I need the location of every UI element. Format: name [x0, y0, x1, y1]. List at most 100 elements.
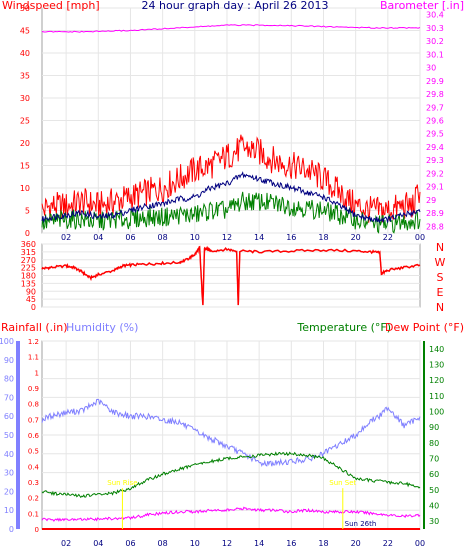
- rain-tick-label: 1.2: [28, 338, 39, 346]
- temp-x-tick-label: 06: [125, 539, 135, 548]
- temp-x-tick-label: 16: [286, 539, 296, 548]
- barometer-tick-label: 29.5: [426, 130, 444, 139]
- rain-tick-label: 0.1: [28, 510, 39, 518]
- temp-x-tick-label: 08: [158, 539, 168, 548]
- barometer-tick-label: 28.8: [426, 222, 444, 231]
- barometer-tick-label: 30.4: [426, 11, 444, 20]
- temperature-axis-label: Temperature (°F): [296, 321, 391, 334]
- temp-x-tick-label: 10: [190, 539, 200, 548]
- rain-tick-label: 0.6: [28, 432, 40, 440]
- wind-x-tick-label: 00: [415, 233, 425, 242]
- wind-series-average: [41, 171, 421, 224]
- barometer-tick-label: 30.1: [426, 50, 444, 59]
- humidity-tick-label: 20: [4, 487, 14, 496]
- temp-series-humidity: [41, 398, 421, 467]
- rain-tick-label: 0.5: [28, 448, 39, 456]
- barometer-tick-label: 29.8: [426, 90, 444, 99]
- wind-series: [41, 24, 421, 234]
- windspeed-tick-label: 10: [20, 184, 30, 193]
- temp-x-tick-label: 22: [383, 539, 393, 548]
- rain-tick-label: 0.3: [28, 479, 39, 487]
- wind-direction-line: [41, 245, 421, 306]
- dewpoint-axis-label: Dew Point (°F): [385, 321, 464, 334]
- temperature-tick-label: 70: [429, 455, 439, 464]
- humidity-tick-label: 10: [4, 506, 14, 515]
- wind-x-tick-label: 04: [93, 233, 103, 242]
- wind-grid: [42, 7, 421, 234]
- direction-tick-label: 90: [26, 287, 36, 296]
- windspeed-tick-label: 0: [25, 229, 30, 238]
- humidity-tick-label: 0: [9, 525, 14, 534]
- humidity-tick-label: 100: [0, 337, 14, 346]
- humidity-tick-label: 90: [4, 356, 14, 365]
- temp-series-temperature: [41, 451, 421, 499]
- temperature-tick-label: 50: [429, 486, 439, 495]
- direction-tick-label: 360: [21, 240, 36, 249]
- humidity-tick-label: 30: [4, 469, 14, 478]
- temp-x-tick-label: 00: [415, 539, 425, 548]
- windspeed-tick-label: 40: [20, 49, 30, 58]
- temp-series-dew_point: [41, 506, 421, 522]
- humidity-tick-label: 80: [4, 375, 14, 384]
- humidity-tick-label: 60: [4, 412, 14, 421]
- barometer-tick-label: 29.1: [426, 183, 444, 192]
- barometer-tick-label: 29.9: [426, 77, 444, 86]
- temperature-tick-label: 80: [429, 439, 439, 448]
- windspeed-tick-label: 25: [20, 117, 30, 126]
- temperature-tick-label: 110: [429, 392, 444, 401]
- sun-annotations: Sun Rise Sun Set Sun 26th: [107, 479, 376, 529]
- compass-label: E: [437, 286, 444, 299]
- barometer-tick-label: 29.2: [426, 169, 444, 178]
- windspeed-axis-label: Windspeed [mph]: [2, 0, 100, 12]
- graph-title: 24 hour graph day : April 26 2013: [142, 0, 329, 12]
- barometer-tick-label: 30: [426, 64, 436, 73]
- sun-annotation-label: Sun Set: [329, 479, 356, 487]
- direction-tick-label: 45: [26, 295, 36, 304]
- humidity-tick-label: 40: [4, 450, 14, 459]
- compass-label: N: [436, 301, 444, 314]
- rain-tick-label: 0.8: [28, 401, 39, 409]
- windspeed-tick-label: 50: [20, 4, 30, 13]
- humidity-tick-label: 50: [4, 431, 14, 440]
- compass-label: S: [437, 271, 444, 284]
- temp-humidity-panel: 0 0.1 0.2 0.3 0.4 0.5 0.6 0.7 0.8 0.9 1 1.1 1.2 0 10 2…: [0, 321, 464, 548]
- wind-x-tick-label: 22: [383, 233, 393, 242]
- barometer-axis-label: Barometer [.in]: [380, 0, 464, 12]
- temp-x-tick-label: 14: [254, 539, 264, 548]
- temp-x-tick-label: 20: [351, 539, 361, 548]
- windspeed-tick-label: 20: [20, 139, 30, 148]
- wind-x-tick-label: 02: [61, 233, 71, 242]
- barometer-tick-label: 29.4: [426, 143, 444, 152]
- temperature-tick-label: 30: [429, 517, 439, 526]
- temperature-tick-label: 40: [429, 502, 439, 511]
- wind-x-tick-label: 08: [158, 233, 168, 242]
- rain-tick-label: 0.9: [28, 385, 39, 393]
- barometer-tick-label: 29.6: [426, 117, 444, 126]
- barometer-tick-label: 29.7: [426, 103, 444, 112]
- rain-tick-label: 1: [35, 369, 39, 377]
- compass-label: W: [435, 256, 446, 269]
- windspeed-tick-label: 30: [20, 94, 30, 103]
- rain-tick-label: 0.2: [28, 495, 39, 503]
- rainfall-axis-label: Rainfall (.in): [1, 321, 68, 334]
- direction-tick-label: 315: [21, 248, 36, 257]
- barometer-right-ticks: 28.8 28.9 29 29.1 29.2 29.3 29.4 29.5 29.6 29.7 29…: [426, 11, 444, 232]
- wind-x-tick-label: 20: [351, 233, 361, 242]
- rain-tick-label: 0.7: [28, 416, 39, 424]
- direction-tick-label: 135: [21, 279, 36, 288]
- temperature-tick-label: 120: [429, 376, 444, 385]
- temp-x-ticks: 02 04 06 08 10 12 14 16 18 20 22 00: [61, 539, 425, 548]
- compass-label: N: [436, 241, 444, 254]
- sun-annotation-label: Sun 26th: [345, 520, 377, 528]
- barometer-tick-label: 30.3: [426, 24, 444, 33]
- sun-annotation-label: Sun Rise: [107, 479, 137, 487]
- windspeed-tick-label: 5: [25, 207, 30, 216]
- temp-x-tick-label: 12: [222, 539, 232, 548]
- temperature-tick-label: 130: [429, 361, 444, 370]
- windspeed-tick-label: 35: [20, 72, 30, 81]
- humidity-tick-label: 70: [4, 393, 14, 402]
- direction-series: [41, 245, 421, 306]
